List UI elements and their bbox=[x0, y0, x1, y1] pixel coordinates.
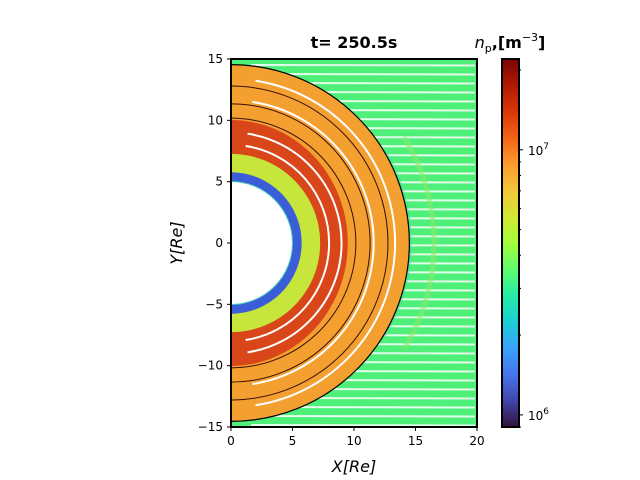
colorbar-gradient bbox=[501, 58, 520, 428]
chart-title: t= 250.5s bbox=[311, 33, 398, 52]
magnetic-field-lines bbox=[245, 79, 397, 407]
x-tick-label: 15 bbox=[408, 434, 423, 448]
x-tick-label: 20 bbox=[469, 434, 484, 448]
y-tick-label: −5 bbox=[205, 297, 223, 311]
shock-boundary bbox=[231, 64, 410, 422]
y-tick-label: 5 bbox=[215, 175, 223, 189]
colorbar: 106 107 np,[m−3] bbox=[475, 31, 549, 428]
colorbar-label-close: ] bbox=[538, 33, 545, 52]
colorbar-tick-label: 107 bbox=[528, 142, 549, 158]
contour-line bbox=[231, 85, 389, 401]
colorbar-label-symbol: n bbox=[475, 33, 485, 52]
colorbar-label-subscript: p bbox=[485, 42, 492, 55]
y-axis: −15 −10 −5 0 5 10 15 bbox=[198, 52, 231, 434]
colorbar-label-exponent: −3 bbox=[522, 31, 538, 44]
colorbar-label-units: ,[m bbox=[492, 33, 522, 52]
y-tick-label: 10 bbox=[208, 113, 223, 127]
inner-boundary bbox=[231, 180, 293, 306]
contour-line bbox=[231, 117, 357, 369]
wave-front bbox=[401, 135, 437, 351]
x-tick-label: 10 bbox=[346, 434, 361, 448]
y-tick-label: 15 bbox=[208, 52, 223, 66]
field-line bbox=[255, 79, 397, 407]
x-tick-label: 0 bbox=[227, 434, 235, 448]
streamline bbox=[250, 424, 476, 427]
x-axis: 0 5 10 15 20 bbox=[227, 427, 485, 448]
field-line bbox=[245, 145, 331, 341]
streamline bbox=[250, 415, 476, 418]
colorbar-ticks: 106 107 bbox=[519, 69, 549, 428]
x-axis-label: X[Re] bbox=[331, 457, 376, 476]
colorbar-label: np,[m−3] bbox=[475, 31, 546, 55]
field-line bbox=[252, 100, 375, 386]
y-tick-label: 0 bbox=[215, 236, 223, 250]
y-tick-label: −10 bbox=[198, 359, 223, 373]
y-tick-label: −15 bbox=[198, 420, 223, 434]
colorbar-tick-label: 106 bbox=[528, 407, 549, 423]
contour-line bbox=[231, 103, 371, 383]
density-contours bbox=[231, 85, 389, 401]
streamline bbox=[250, 64, 476, 67]
y-axis-label: Y[Re] bbox=[167, 221, 186, 264]
x-tick-label: 5 bbox=[289, 434, 297, 448]
field-line bbox=[247, 132, 343, 354]
